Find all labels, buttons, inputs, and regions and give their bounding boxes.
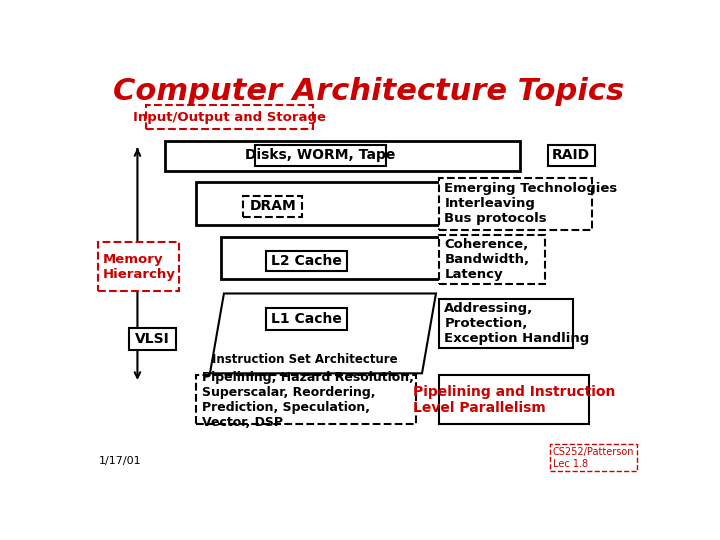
Text: L1 Cache: L1 Cache: [271, 312, 342, 326]
Text: Computer Architecture Topics: Computer Architecture Topics: [114, 77, 624, 106]
Text: Emerging Technologies
Interleaving
Bus protocols: Emerging Technologies Interleaving Bus p…: [444, 183, 618, 225]
Text: Addressing,
Protection,
Exception Handling: Addressing, Protection, Exception Handli…: [444, 302, 590, 346]
FancyBboxPatch shape: [145, 105, 313, 129]
Text: Pipelining and Instruction
Level Parallelism: Pipelining and Instruction Level Paralle…: [413, 385, 616, 415]
Text: VLSI: VLSI: [135, 332, 170, 346]
FancyBboxPatch shape: [438, 375, 590, 424]
Text: 1/17/01: 1/17/01: [99, 456, 141, 465]
FancyBboxPatch shape: [266, 251, 347, 272]
Text: DRAM: DRAM: [249, 199, 296, 213]
FancyBboxPatch shape: [196, 375, 416, 424]
FancyBboxPatch shape: [438, 178, 593, 230]
FancyBboxPatch shape: [255, 145, 386, 166]
FancyBboxPatch shape: [550, 444, 637, 471]
FancyBboxPatch shape: [438, 235, 545, 284]
FancyBboxPatch shape: [99, 242, 179, 292]
Text: Disks, WORM, Tape: Disks, WORM, Tape: [245, 148, 395, 163]
FancyBboxPatch shape: [547, 145, 595, 166]
FancyBboxPatch shape: [243, 196, 302, 217]
FancyBboxPatch shape: [221, 238, 520, 279]
Polygon shape: [210, 294, 436, 373]
Text: Coherence,
Bandwidth,
Latency: Coherence, Bandwidth, Latency: [444, 238, 529, 281]
FancyBboxPatch shape: [438, 299, 572, 348]
FancyBboxPatch shape: [266, 308, 347, 330]
FancyBboxPatch shape: [196, 182, 520, 225]
Text: Instruction Set Architecture: Instruction Set Architecture: [212, 353, 397, 366]
Text: Input/Output and Storage: Input/Output and Storage: [133, 111, 326, 124]
Text: RAID: RAID: [552, 148, 590, 163]
Text: CS252/Patterson
Lec 1.8: CS252/Patterson Lec 1.8: [553, 447, 634, 469]
Text: Memory
Hierarchy: Memory Hierarchy: [102, 253, 175, 281]
Text: L2 Cache: L2 Cache: [271, 254, 342, 268]
FancyBboxPatch shape: [129, 328, 176, 349]
FancyBboxPatch shape: [166, 141, 520, 171]
Text: Pipelining, Hazard Resolution,
Superscalar, Reordering,
Prediction, Speculation,: Pipelining, Hazard Resolution, Superscal…: [202, 371, 413, 429]
